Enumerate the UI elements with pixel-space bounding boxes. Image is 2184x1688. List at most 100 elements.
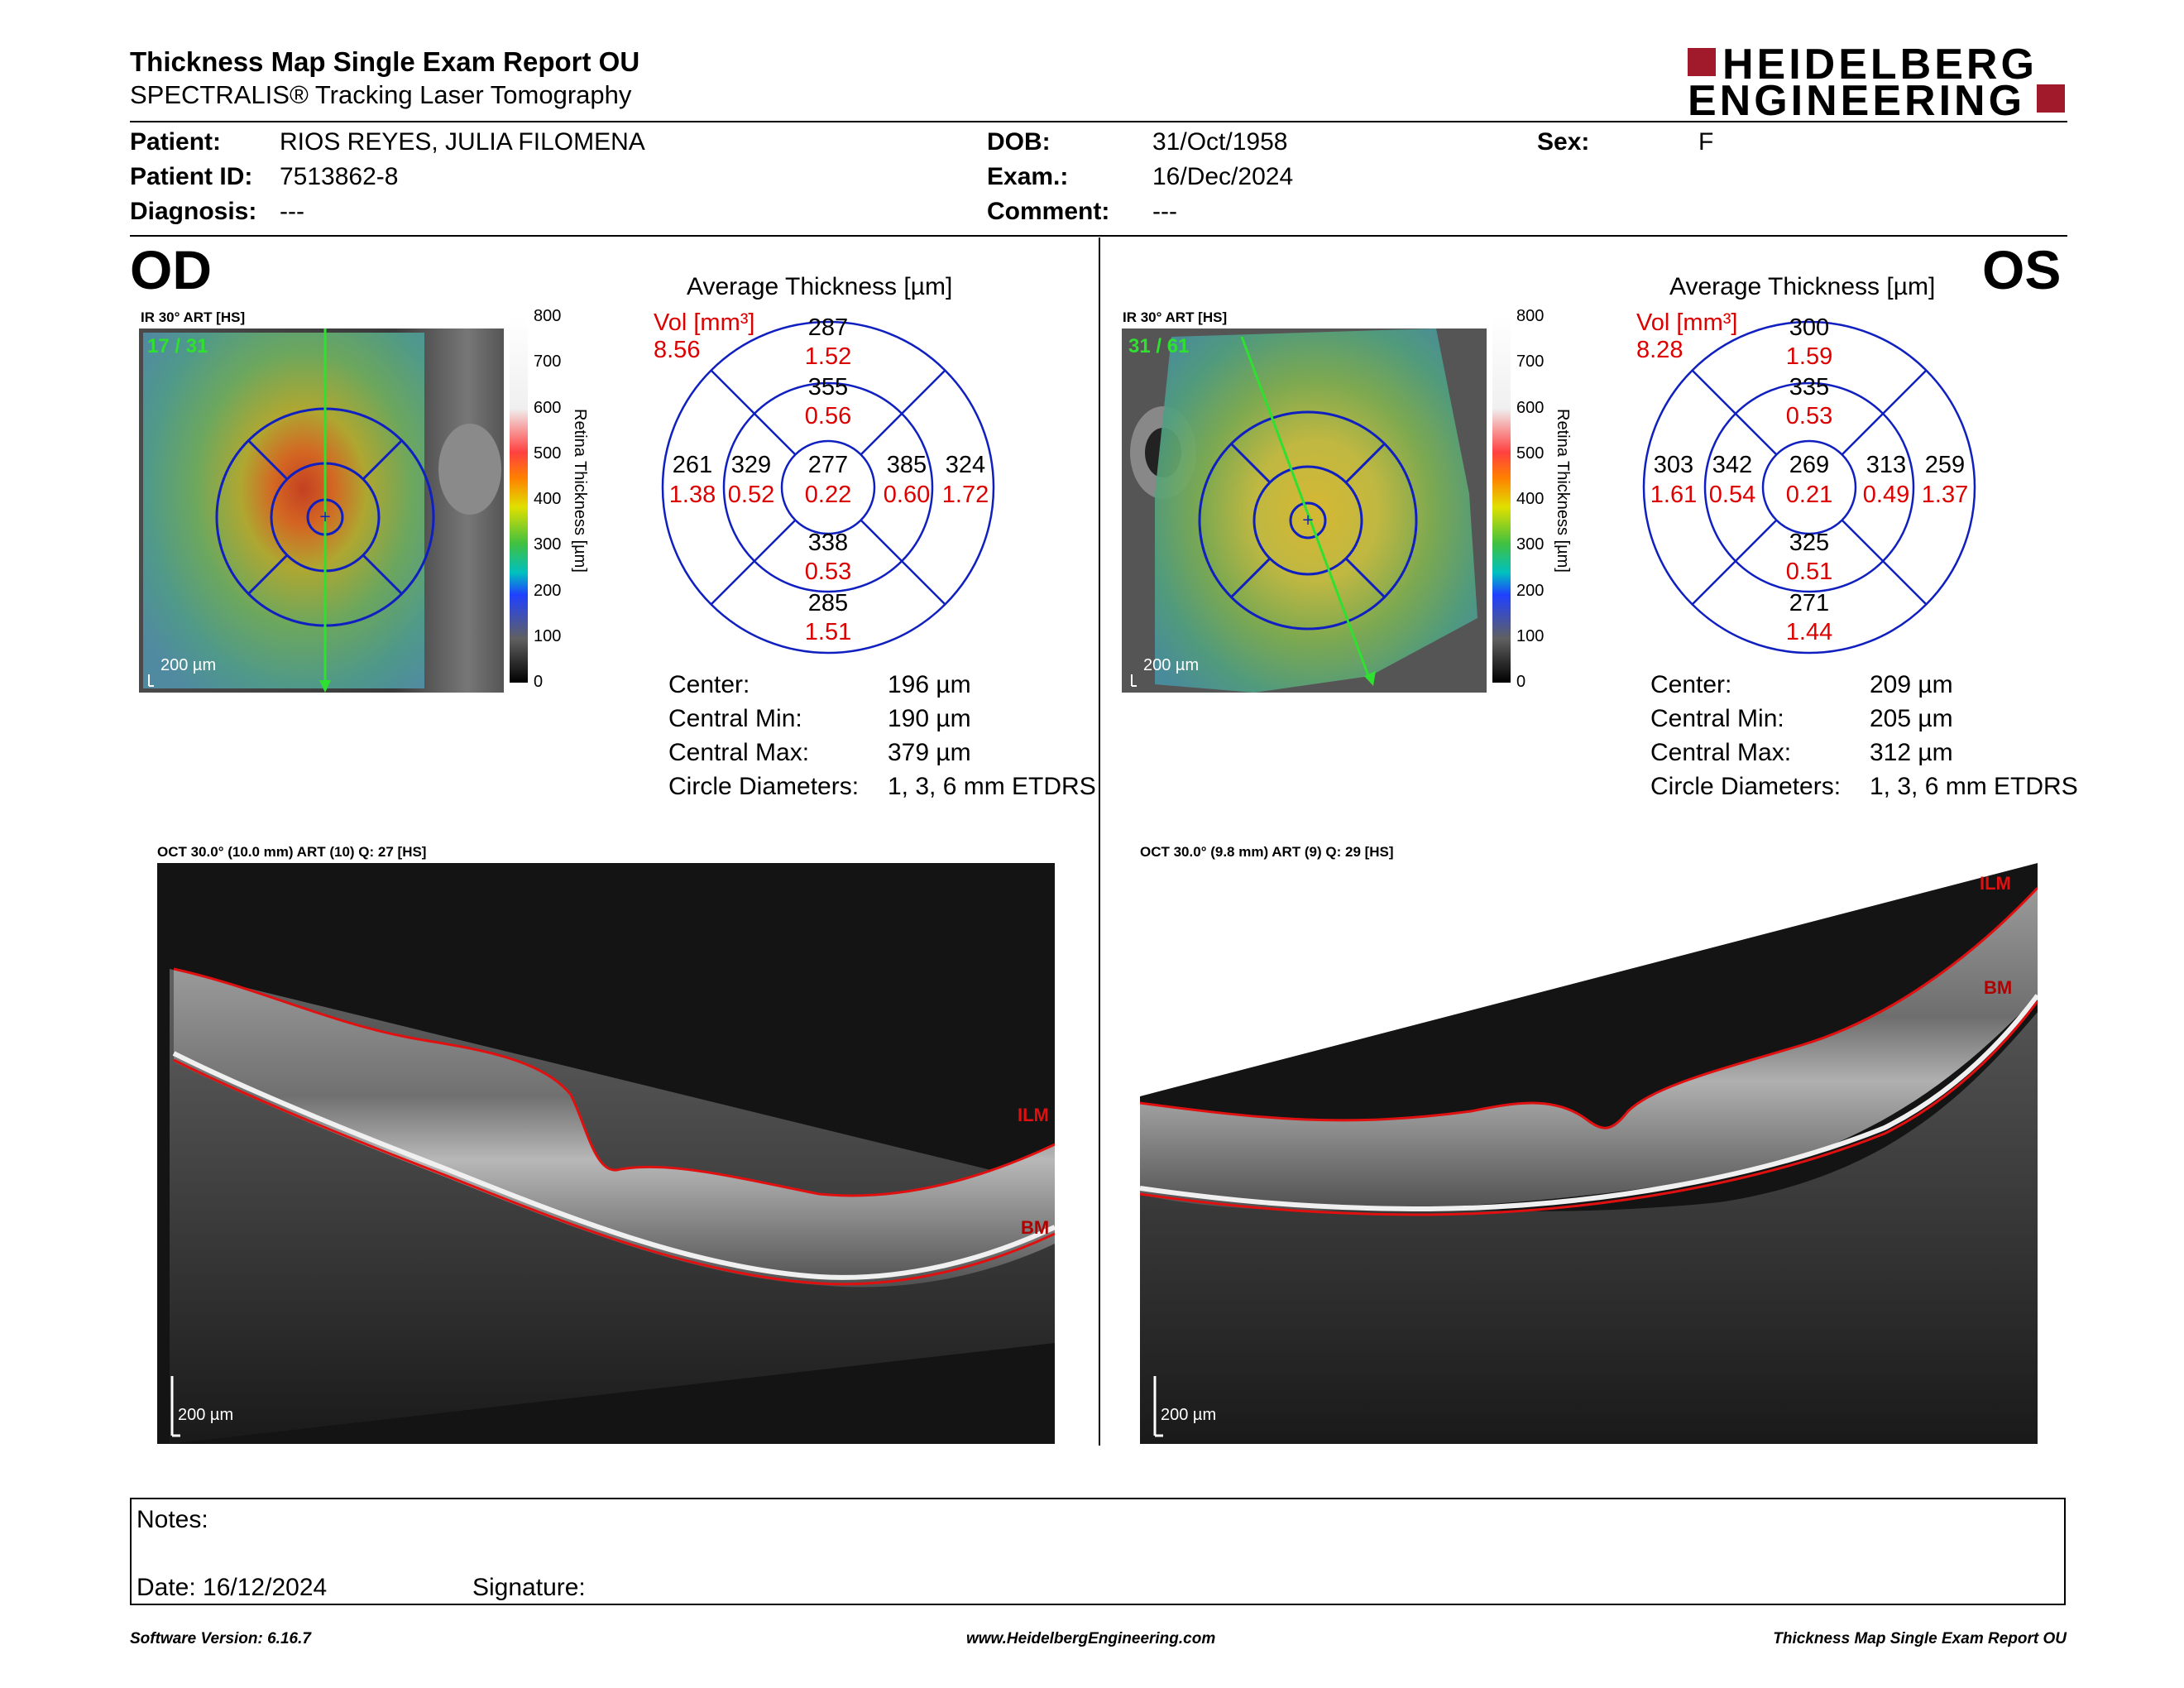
logo-square-bottom <box>2037 84 2065 113</box>
od-eye-label: OD <box>130 239 212 300</box>
os-oct-bm-label: BM <box>1984 977 2013 998</box>
os-center-volume: 0.21 <box>1785 482 1833 508</box>
os-tick: 200 <box>1516 582 1545 600</box>
os-etdrs-grid <box>1642 320 1976 655</box>
eye-divider <box>1099 237 1100 1446</box>
os-oct-ilm-label: ILM <box>1980 873 2011 894</box>
os-oct-scan: ILM BM 200 µm <box>1140 863 2038 1444</box>
os-ir-label: IR 30° ART [HS] <box>1123 309 1228 325</box>
od-outer-nasal-thickness: 324 <box>945 452 986 478</box>
diagnosis-value: --- <box>280 198 304 225</box>
header-rule <box>130 121 2067 122</box>
od-center-label: Center: <box>668 671 750 698</box>
patient-label: Patient: <box>130 128 222 156</box>
od-ir-label: IR 30° ART [HS] <box>141 309 246 325</box>
os-inner-nasal-volume: 0.49 <box>1862 482 1910 508</box>
comment-label: Comment: <box>987 198 1110 225</box>
exam-label: Exam.: <box>987 163 1069 190</box>
os-colorbar-title: Retina Thickness [µm] <box>1554 409 1572 573</box>
os-inner-temporal-thickness: 342 <box>1712 452 1753 478</box>
od-vol-label: Vol [mm³] <box>654 309 755 336</box>
od-tick: 600 <box>534 399 562 417</box>
os-oct-label: OCT 30.0° (9.8 mm) ART (9) Q: 29 [HS] <box>1140 844 1394 860</box>
od-oct-bm-label: BM <box>1021 1217 1050 1238</box>
os-outer-inferior-thickness: 271 <box>1789 590 1830 616</box>
os-inner-inferior-thickness: 325 <box>1789 530 1830 556</box>
os-outer-temporal-volume: 1.61 <box>1650 482 1698 508</box>
os-outer-superior-volume: 1.59 <box>1785 343 1833 370</box>
os-inner-nasal-thickness: 313 <box>1866 452 1907 478</box>
patient-name: RIOS REYES, JULIA FILOMENA <box>280 128 645 156</box>
od-center-value: 196 µm <box>888 671 971 698</box>
od-outer-superior-volume: 1.52 <box>804 343 852 370</box>
os-colorbar <box>1492 317 1511 683</box>
os-center-value: 209 µm <box>1870 671 1953 698</box>
os-tick: 0 <box>1516 673 1526 691</box>
footer-website[interactable]: www.HeidelbergEngineering.com <box>966 1630 1216 1647</box>
od-diam-label: Circle Diameters: <box>668 773 860 800</box>
os-eye-label: OS <box>1982 239 2062 300</box>
od-inner-superior-thickness: 355 <box>807 374 849 400</box>
os-tick: 600 <box>1516 399 1545 417</box>
od-outer-temporal-volume: 1.38 <box>668 482 716 508</box>
os-diam-value: 1, 3, 6 mm ETDRS <box>1870 773 2078 800</box>
date-label: Date: 16/12/2024 <box>136 1574 328 1601</box>
notes-label: Notes: <box>136 1506 208 1533</box>
od-colorbar-title: Retina Thickness [µm] <box>571 409 589 573</box>
od-inner-nasal-volume: 0.60 <box>883 482 931 508</box>
od-inner-inferior-thickness: 338 <box>807 530 849 556</box>
os-tick: 300 <box>1516 535 1545 554</box>
os-center-thickness: 269 <box>1789 452 1830 478</box>
os-tick: 800 <box>1516 307 1545 325</box>
od-oct-label: OCT 30.0° (10.0 mm) ART (10) Q: 27 [HS] <box>157 844 427 860</box>
os-inner-superior-volume: 0.53 <box>1785 403 1833 429</box>
footer-report-name: Thickness Map Single Exam Report OU <box>1773 1630 2067 1647</box>
exam-value: 16/Dec/2024 <box>1152 163 1294 190</box>
od-outer-inferior-volume: 1.51 <box>804 619 852 645</box>
os-outer-nasal-thickness: 259 <box>1924 452 1966 478</box>
os-min-value: 205 µm <box>1870 705 1953 732</box>
diagnosis-label: Diagnosis: <box>130 198 257 225</box>
os-ir-count: 31 / 61 <box>1128 335 1190 357</box>
os-max-label: Central Max: <box>1650 739 1792 766</box>
od-diam-value: 1, 3, 6 mm ETDRS <box>888 773 1096 800</box>
os-outer-inferior-volume: 1.44 <box>1785 619 1833 645</box>
od-tick: 0 <box>534 673 544 691</box>
od-tick: 400 <box>534 490 562 508</box>
os-center-label: Center: <box>1650 671 1732 698</box>
report-subtitle: SPECTRALIS® Tracking Laser Tomography <box>130 80 632 109</box>
notes-box[interactable]: Notes: Date: 16/12/2024 Signature: <box>130 1498 2066 1605</box>
footer-software-version: Software Version: 6.16.7 <box>130 1630 311 1647</box>
svg-text:+: + <box>1301 511 1314 529</box>
os-avg-title: Average Thickness [µm] <box>1669 273 1936 300</box>
od-inner-inferior-volume: 0.53 <box>804 559 852 585</box>
dob-value: 31/Oct/1958 <box>1152 128 1288 156</box>
od-oct-scan: ILM BM 200 µm <box>157 863 1055 1444</box>
os-inner-superior-thickness: 335 <box>1789 374 1830 400</box>
od-inner-nasal-thickness: 385 <box>886 452 927 478</box>
os-vol-total: 8.28 <box>1636 337 1684 363</box>
logo-line2: ENGINEERING <box>1688 77 2026 125</box>
od-colorbar <box>510 317 528 683</box>
os-oct-scalebar: 200 µm <box>1161 1406 1217 1424</box>
os-max-value: 312 µm <box>1870 739 1953 766</box>
sex-value: F <box>1698 128 1714 156</box>
od-max-value: 379 µm <box>888 739 971 766</box>
os-thickness-map: + 31 / 61 200 µm <box>1122 328 1487 693</box>
od-etdrs-grid <box>661 320 995 655</box>
od-avg-title: Average Thickness [µm] <box>687 273 953 300</box>
patient-rule <box>130 235 2067 237</box>
od-oct-scalebar: 200 µm <box>178 1406 234 1424</box>
od-outer-inferior-thickness: 285 <box>807 590 849 616</box>
os-tick: 700 <box>1516 352 1545 371</box>
od-tick: 300 <box>534 535 562 554</box>
logo-line1: HEIDELBERG <box>1722 41 2038 89</box>
od-inner-temporal-thickness: 329 <box>730 452 772 478</box>
od-outer-superior-thickness: 287 <box>807 314 849 341</box>
svg-text:+: + <box>318 508 331 525</box>
os-outer-superior-thickness: 300 <box>1789 314 1830 341</box>
dob-label: DOB: <box>987 128 1051 156</box>
os-ir-scalebar: 200 µm <box>1143 656 1200 674</box>
od-center-thickness: 277 <box>807 452 849 478</box>
od-thickness-map: + 17 / 31 200 µm <box>139 328 504 693</box>
